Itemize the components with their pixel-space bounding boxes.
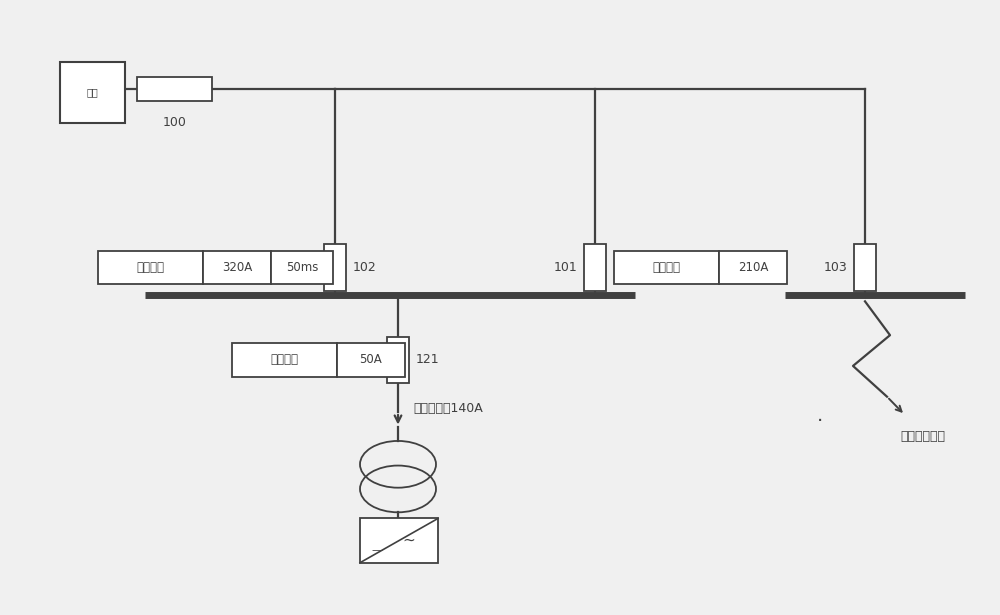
FancyBboxPatch shape (232, 343, 337, 376)
Text: 高阻接地故障: 高阻接地故障 (900, 430, 945, 443)
FancyBboxPatch shape (137, 77, 212, 101)
FancyBboxPatch shape (203, 251, 271, 284)
FancyBboxPatch shape (614, 251, 719, 284)
Text: 50ms: 50ms (286, 261, 318, 274)
FancyBboxPatch shape (387, 337, 409, 383)
Text: 启动定値: 启动定値 (271, 353, 299, 367)
FancyBboxPatch shape (854, 245, 876, 291)
FancyBboxPatch shape (360, 518, 438, 563)
Text: 210A: 210A (738, 261, 768, 274)
FancyBboxPatch shape (98, 251, 203, 284)
Text: 121: 121 (416, 353, 440, 367)
Text: 电源: 电源 (87, 87, 98, 97)
Text: 103: 103 (823, 261, 847, 274)
FancyBboxPatch shape (60, 62, 125, 123)
Text: 100: 100 (163, 116, 187, 129)
FancyBboxPatch shape (324, 245, 346, 291)
Text: —: — (372, 546, 383, 555)
Text: ~: ~ (402, 532, 415, 547)
Text: 保护定値: 保护定値 (136, 261, 164, 274)
Text: 101: 101 (553, 261, 577, 274)
Text: 320A: 320A (222, 261, 252, 274)
Text: 启动定値: 启动定値 (652, 261, 680, 274)
Text: 负荷电流：140A: 负荷电流：140A (413, 402, 483, 416)
Text: ·: · (817, 412, 823, 430)
FancyBboxPatch shape (719, 251, 787, 284)
Text: 50A: 50A (360, 353, 382, 367)
FancyBboxPatch shape (337, 343, 405, 376)
Text: 102: 102 (353, 261, 377, 274)
FancyBboxPatch shape (584, 245, 606, 291)
FancyBboxPatch shape (271, 251, 333, 284)
